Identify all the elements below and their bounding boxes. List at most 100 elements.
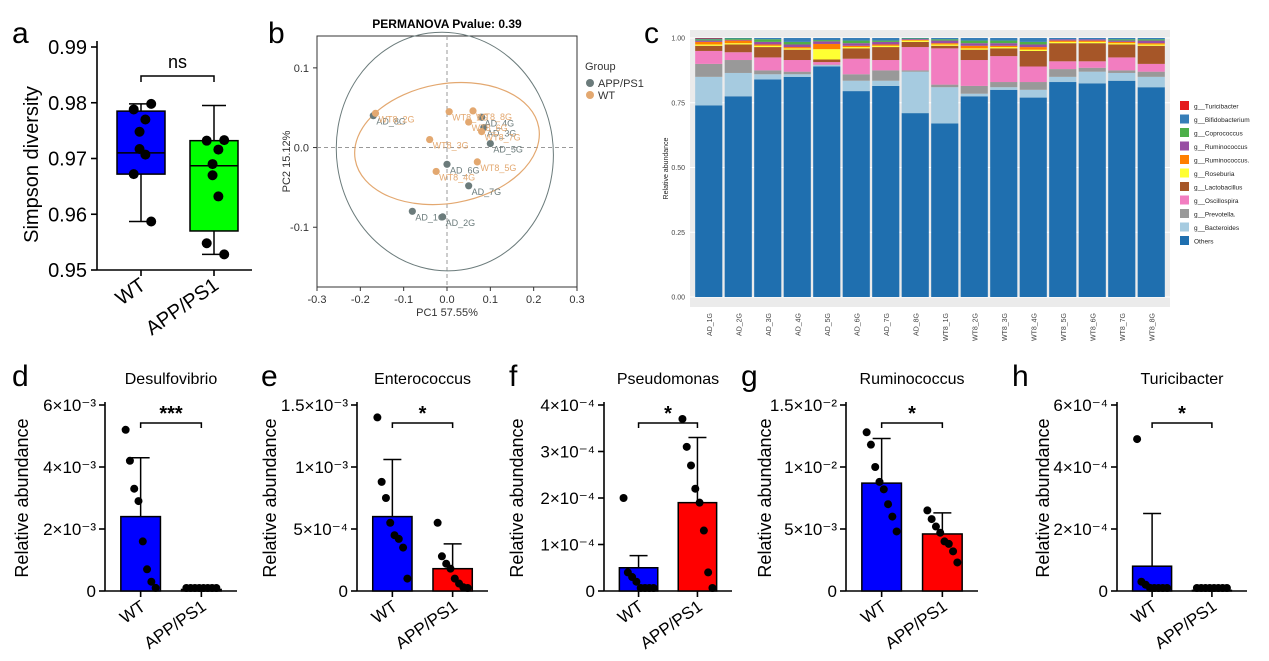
x-tick-label: AD_6G bbox=[854, 313, 861, 336]
x-tick-label: 0.1 bbox=[483, 294, 498, 306]
data-point bbox=[888, 512, 897, 521]
panel-a-boxplot: 0.95 0.96 0.97 0.98 0.99 Simpson diversity WTA… bbox=[21, 37, 252, 340]
x-tick-label: WT8_6G bbox=[1090, 313, 1097, 341]
significance-label: ns bbox=[168, 52, 187, 72]
stacked-segment bbox=[901, 39, 929, 40]
scatter-point bbox=[432, 167, 440, 176]
stacked-segment bbox=[872, 40, 900, 42]
stacked-segment bbox=[1108, 41, 1136, 44]
y-tick-label: -0.1 bbox=[290, 222, 309, 234]
stacked-segment bbox=[1049, 82, 1077, 297]
stacked-segment bbox=[1049, 43, 1077, 62]
data-point bbox=[678, 414, 687, 423]
y-tick-label: 0.0 bbox=[294, 143, 309, 155]
stacked-segment bbox=[783, 60, 811, 72]
panel-c-stacked-bar: 0.00 0.25 0.50 0.75 1.00 Relative abundance AD… bbox=[663, 30, 1250, 341]
stacked-segment bbox=[1049, 38, 1077, 40]
stacked-segment bbox=[1078, 83, 1106, 297]
panel-letter-d: d bbox=[12, 360, 29, 393]
y-axis-label: Simpson diversity bbox=[21, 86, 43, 243]
stacked-segment bbox=[1137, 44, 1165, 46]
panel-letter-g: g bbox=[741, 360, 758, 393]
legend-label: g__Coprococcus bbox=[1194, 131, 1244, 138]
chart-title: PERMANOVA Pvalue: 0.39 bbox=[372, 17, 522, 31]
stacked-segment bbox=[695, 38, 723, 39]
y-tick-label: 2×10⁻³ bbox=[43, 520, 96, 539]
x-tick-label: 0.0 bbox=[439, 294, 454, 306]
legend-label: g__Prevotella. bbox=[1194, 212, 1236, 219]
stacked-segment bbox=[783, 48, 811, 50]
significance-label: * bbox=[419, 403, 427, 425]
y-tick-label: 0.00 bbox=[671, 295, 685, 302]
legend-swatch bbox=[1180, 101, 1189, 110]
data-point bbox=[463, 584, 472, 592]
stacked-segment bbox=[695, 105, 723, 297]
scatter-point bbox=[478, 113, 486, 121]
panel-letter-e: e bbox=[261, 360, 278, 393]
point-label: AD_4G bbox=[485, 118, 515, 128]
stacked-segment bbox=[872, 70, 900, 81]
stacked-segment bbox=[990, 56, 1018, 83]
stacked-segment bbox=[931, 39, 959, 41]
stacked-segment bbox=[990, 47, 1018, 49]
stacked-segment bbox=[1019, 49, 1047, 51]
data-point bbox=[866, 440, 875, 449]
point-label: AD_1G bbox=[415, 212, 445, 222]
legend-label: g__Ruminococcus bbox=[1194, 144, 1248, 151]
data-point bbox=[207, 159, 218, 170]
stacked-segment bbox=[1137, 38, 1165, 40]
stacked-segment bbox=[724, 43, 752, 45]
data-point bbox=[134, 497, 143, 506]
stacked-segment bbox=[960, 93, 988, 97]
x-tick-label: AD_5G bbox=[825, 313, 832, 336]
x-tick-label: WT bbox=[116, 597, 149, 628]
stacked-segment bbox=[1019, 66, 1047, 83]
stacked-segment bbox=[783, 38, 811, 42]
y-axis-label: Relative abundance bbox=[755, 418, 775, 577]
stacked-segment bbox=[842, 40, 870, 44]
y-axis-label: Relative abundance bbox=[507, 418, 527, 577]
data-point bbox=[146, 98, 157, 109]
stacked-segment bbox=[990, 45, 1018, 48]
legend-label: WT bbox=[598, 90, 615, 102]
legend-marker bbox=[586, 91, 594, 99]
stacked-segment bbox=[901, 41, 929, 48]
data-point bbox=[219, 249, 230, 260]
data-point bbox=[699, 526, 708, 535]
stacked-segment bbox=[931, 48, 959, 85]
stacked-segment bbox=[724, 52, 752, 61]
bar-0 bbox=[861, 482, 903, 592]
legend-swatch bbox=[1180, 209, 1189, 218]
stacked-segment bbox=[931, 45, 959, 49]
significance-label: *** bbox=[159, 403, 183, 425]
scatter-point bbox=[465, 118, 473, 126]
chart-title: Desulfovibrio bbox=[125, 371, 218, 388]
stacked-segment bbox=[695, 63, 723, 77]
data-point bbox=[687, 461, 696, 470]
stacked-segment bbox=[695, 38, 723, 40]
stacked-segment bbox=[931, 43, 959, 45]
stacked-segment bbox=[783, 47, 811, 49]
point-label: AD_8G bbox=[376, 117, 406, 127]
stacked-segment bbox=[842, 91, 870, 297]
data-point bbox=[437, 552, 446, 561]
stacked-segment bbox=[813, 59, 841, 63]
data-point bbox=[399, 543, 408, 552]
y-tick-label: 0.75 bbox=[671, 100, 685, 107]
stacked-segment bbox=[960, 43, 988, 46]
bar-1 bbox=[677, 501, 718, 592]
stacked-segment bbox=[1078, 40, 1106, 42]
stacked-segment bbox=[1078, 41, 1106, 44]
stacked-segment bbox=[695, 44, 723, 46]
stacked-segment bbox=[990, 38, 1018, 41]
y-tick-label: 1×10⁻³ bbox=[295, 458, 348, 477]
scatter-point bbox=[371, 109, 380, 117]
stacked-segment bbox=[842, 58, 870, 75]
y-tick-label: 1.00 bbox=[671, 36, 685, 43]
stacked-segment bbox=[1078, 67, 1106, 72]
stacked-segment bbox=[754, 79, 782, 297]
stacked-segment bbox=[695, 39, 723, 41]
stacked-segment bbox=[754, 57, 782, 71]
